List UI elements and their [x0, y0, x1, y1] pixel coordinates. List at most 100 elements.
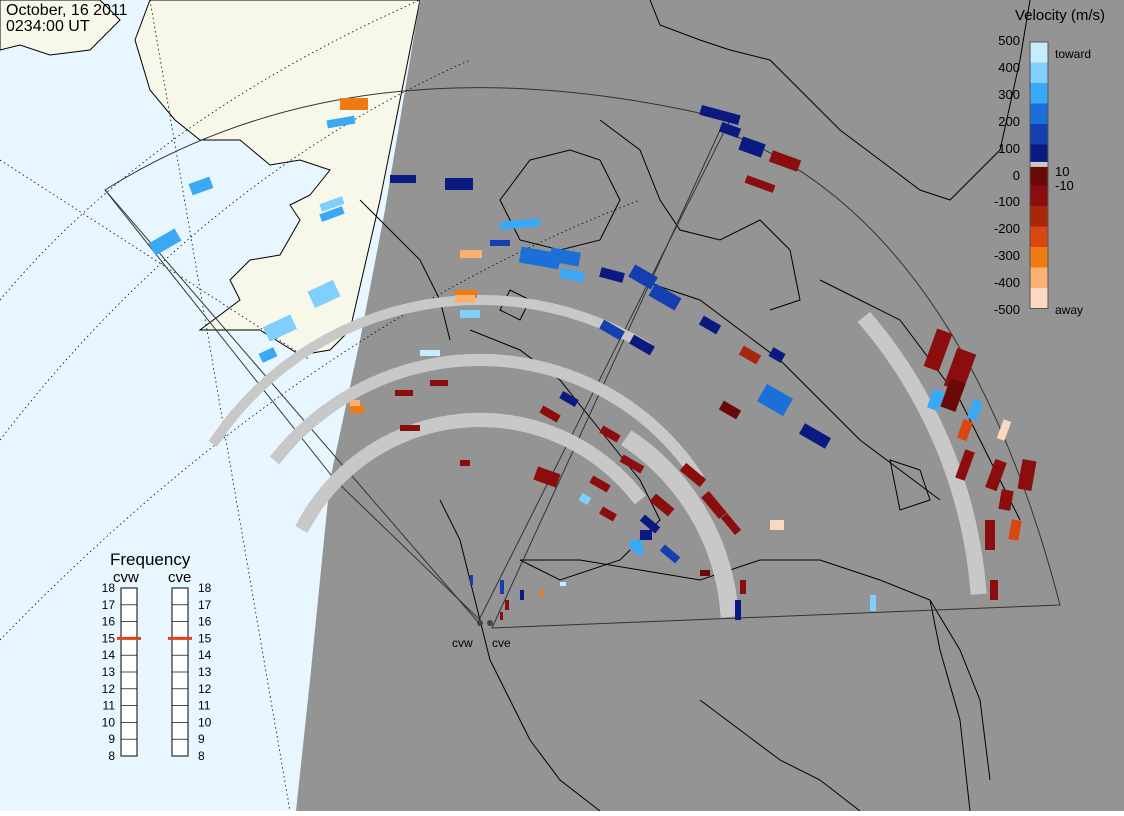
colorbar-tick-label: -500 [994, 302, 1020, 317]
velocity-cell [630, 540, 642, 546]
ground-scatter-cell [948, 476, 967, 494]
ground-scatter-cell [582, 312, 603, 329]
velocity-cell [679, 462, 707, 488]
frequency-tick-label: 18 [102, 581, 116, 595]
ground-scatter-cell [969, 581, 987, 595]
velocity-cell [430, 380, 448, 386]
date-label: October, 16 2011 [6, 2, 128, 19]
velocity-cell [720, 513, 742, 535]
frequency-tick-label: 14 [198, 648, 212, 662]
ground-scatter-cell [921, 410, 942, 429]
velocity-colorbar: Velocity (m/s) 500400300200100100-10-100… [994, 7, 1105, 317]
ground-scatter-cell [957, 511, 977, 527]
frequency-tick-label: 9 [108, 732, 115, 746]
velocity-cell [319, 196, 345, 212]
frequency-tick-label: 11 [198, 699, 211, 713]
velocity-cell [738, 345, 762, 365]
velocity-cell [599, 319, 625, 341]
ground-scatter-cell [310, 333, 332, 352]
velocity-cell [326, 115, 356, 129]
velocity-cell [589, 475, 611, 493]
velocity-cell [718, 121, 742, 139]
velocity-cell [599, 425, 621, 443]
frequency-panel: Frequency cvw cve 18 17 16 15 14 13 12 11 10 9 8 18… [102, 550, 212, 763]
velocity-cell [455, 295, 475, 303]
frequency-tick-label: 10 [198, 715, 212, 729]
cvw-site-marker [477, 620, 483, 626]
velocity-cell [350, 400, 360, 406]
velocity-cell [559, 267, 585, 283]
ground-scatter-cell [872, 330, 893, 350]
ground-scatter-cell [208, 426, 228, 447]
velocity-cell [599, 267, 625, 283]
velocity-cell [870, 595, 876, 611]
velocity-cell [619, 454, 645, 474]
frequency-tick-label: 8 [198, 749, 205, 763]
velocity-cell [307, 279, 341, 309]
ground-scatter-cell [548, 302, 569, 317]
velocity-cell [258, 347, 278, 363]
frequency-cve-label: cve [168, 569, 191, 586]
ground-scatter-cell [910, 389, 931, 408]
velocity-cell [539, 405, 561, 423]
ground-scatter-cell [295, 342, 317, 361]
night-region [296, 0, 1124, 811]
velocity-cell [659, 544, 681, 564]
colorbar-segment [1030, 165, 1048, 186]
frequency-tick-label: 15 [102, 631, 116, 645]
velocity-cell [520, 590, 524, 600]
ground-scatter-cell [497, 295, 517, 307]
ground-scatter-cell [392, 302, 413, 317]
colorbar-tick-label: 0 [1013, 168, 1020, 183]
ground-scatter-cell [892, 359, 913, 378]
ground-scatter-cell [514, 296, 534, 310]
velocity-cell [718, 400, 742, 420]
colorbar-tick-label: 100 [998, 141, 1020, 156]
day-land [134, 0, 421, 356]
velocity-cell [533, 466, 561, 488]
ground-scatter-cell [254, 373, 275, 394]
velocity-cell [350, 405, 364, 413]
velocity-cell [700, 570, 710, 576]
velocity-cell [985, 458, 1007, 492]
velocity-cell [799, 423, 831, 449]
velocity-cell [998, 489, 1014, 511]
ground-scatter-cell [375, 306, 396, 322]
colorbar-tick-label: -200 [994, 221, 1020, 236]
colorbar-away-label: away [1055, 303, 1083, 317]
velocity-cell [639, 514, 661, 534]
colorbar-frame [1029, 41, 1049, 309]
velocity-cell [540, 590, 544, 596]
velocity-cell [698, 315, 722, 335]
colorbar-segment [1030, 42, 1048, 63]
colorbar-segment [1030, 103, 1048, 124]
velocity-cell [578, 493, 592, 505]
velocity-cell [628, 264, 658, 290]
ground-scatter-cell [427, 296, 447, 310]
ground-scatter-cell [620, 478, 646, 505]
colorbar-tick-label: -100 [994, 194, 1020, 209]
velocity-cell [649, 493, 675, 517]
ground-scatter-cell [886, 349, 907, 369]
velocity-cell [735, 600, 741, 620]
ground-scatter-cell [719, 602, 739, 618]
velocity-cell [500, 580, 504, 594]
velocity-cell [500, 612, 503, 620]
velocity-cell [699, 104, 741, 126]
colorbar-tick-label: 400 [998, 60, 1020, 75]
lat-lon-grid [0, 0, 641, 812]
coastlines [359, 0, 1031, 812]
ground-scatter-cell [898, 369, 919, 388]
frequency-tick-label: 15 [198, 631, 212, 645]
colorbar-segment [1030, 124, 1048, 145]
colorbar-tick-label: 500 [998, 33, 1020, 48]
velocity-cell [740, 580, 746, 594]
ground-scatter-cell [940, 454, 960, 472]
ground-scatter-cell [218, 412, 238, 433]
velocity-cell [701, 491, 727, 519]
colorbar-tick-label: 300 [998, 87, 1020, 102]
velocity-cell [757, 383, 793, 417]
velocity-cell [188, 176, 214, 196]
